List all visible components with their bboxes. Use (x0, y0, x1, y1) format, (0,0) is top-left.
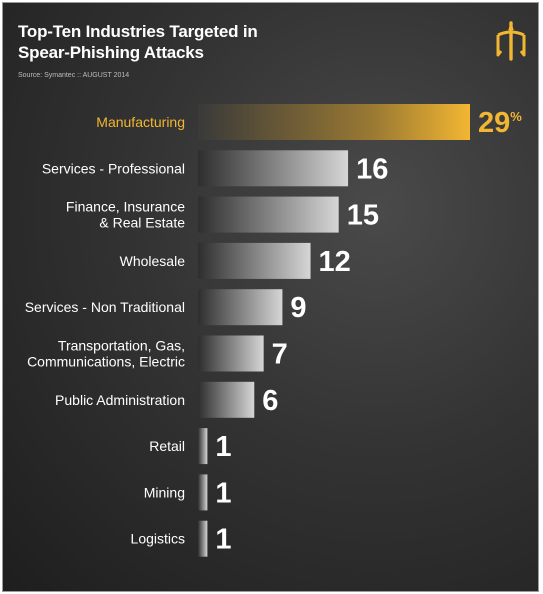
value-label-1: 16 (356, 153, 388, 185)
bar-9 (198, 520, 208, 557)
category-label-2: Finance, Insurance & Real Estate (66, 199, 185, 231)
value-label-5: 7 (272, 339, 288, 371)
category-label-5: Transportation, Gas, Communications, Elec… (27, 338, 185, 370)
bar-7 (198, 428, 208, 465)
category-label-4: Services - Non Traditional (25, 299, 185, 315)
value-label-2: 15 (347, 200, 379, 232)
bar-1 (198, 150, 349, 187)
value-label-8: 1 (215, 477, 231, 509)
chart-title-line-2: Spear-Phishing Attacks (18, 43, 204, 62)
category-label-8: Mining (144, 484, 185, 500)
value-label-9: 1 (215, 524, 231, 556)
chart-title: Top-Ten Industries Targeted in Spear-Phi… (18, 21, 348, 63)
bar-3 (198, 242, 311, 279)
category-label-0: Manufacturing (96, 114, 185, 130)
value-label-4: 9 (290, 292, 306, 324)
category-label-3: Wholesale (120, 253, 186, 269)
bar-0 (198, 104, 470, 140)
bar-8 (198, 474, 208, 511)
category-label-6: Public Administration (55, 392, 185, 408)
value-label-3: 12 (319, 246, 351, 278)
bar-2 (198, 196, 339, 233)
chart-title-line-1: Top-Ten Industries Targeted in (18, 22, 258, 41)
category-label-9: Logistics (131, 531, 185, 547)
category-label-1: Services - Professional (42, 160, 185, 176)
value-label-7: 1 (215, 431, 231, 463)
trident-icon (496, 21, 526, 61)
bar-4 (198, 289, 283, 326)
value-label-6: 6 (262, 385, 278, 417)
bar-6 (198, 381, 255, 418)
source-note: Source: Symantec :: AUGUST 2014 (18, 72, 130, 79)
value-label-0: 29% (478, 107, 522, 139)
bar-5 (198, 335, 264, 372)
category-label-7: Retail (149, 438, 185, 454)
